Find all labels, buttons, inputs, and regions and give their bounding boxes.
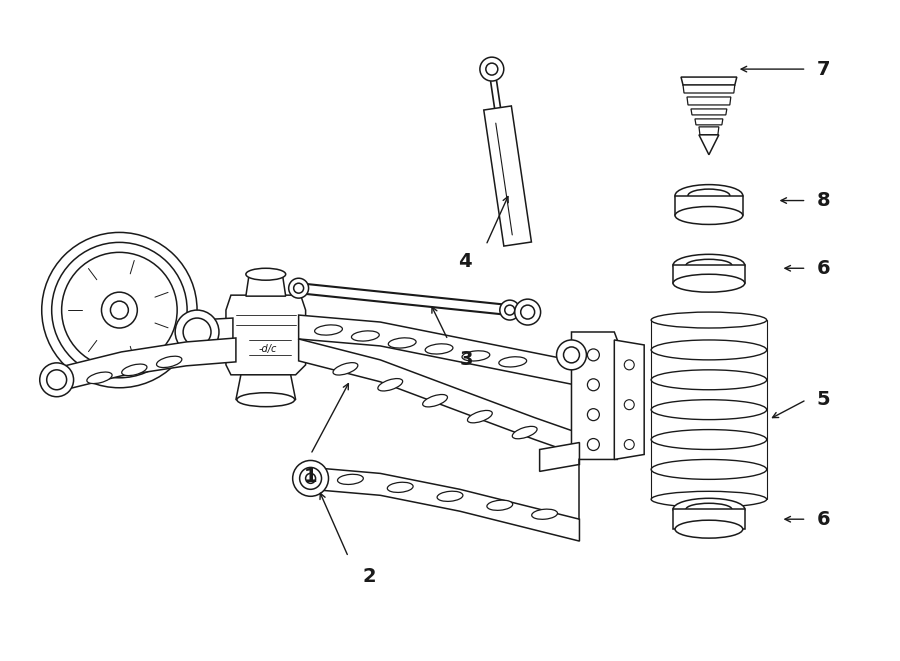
Circle shape [500,300,519,320]
Ellipse shape [157,356,182,368]
Ellipse shape [652,430,767,449]
Circle shape [588,379,599,391]
Ellipse shape [423,395,447,407]
Text: 2: 2 [363,567,376,586]
Ellipse shape [387,483,413,492]
Circle shape [588,438,599,451]
Polygon shape [197,318,233,344]
Ellipse shape [437,491,463,502]
Ellipse shape [237,393,294,407]
Circle shape [300,467,321,489]
Polygon shape [691,109,727,115]
Circle shape [40,363,74,397]
Ellipse shape [652,400,767,420]
Circle shape [563,347,580,363]
Circle shape [292,461,328,496]
Circle shape [51,243,187,378]
Polygon shape [540,442,580,471]
Ellipse shape [425,344,453,354]
Circle shape [289,278,309,298]
Polygon shape [572,332,617,459]
Polygon shape [687,97,731,105]
Ellipse shape [352,331,379,341]
Circle shape [41,233,197,388]
Polygon shape [615,340,644,459]
Circle shape [293,283,303,293]
Polygon shape [699,135,719,155]
Circle shape [102,292,138,328]
Ellipse shape [388,338,416,348]
Ellipse shape [652,491,767,507]
Ellipse shape [675,184,742,206]
Text: 5: 5 [816,390,830,409]
Text: 4: 4 [458,253,472,271]
Circle shape [176,310,219,354]
Ellipse shape [462,351,490,361]
Polygon shape [699,127,719,135]
Circle shape [625,440,634,449]
Ellipse shape [532,509,557,520]
Ellipse shape [673,274,745,292]
Circle shape [306,473,316,483]
Text: 6: 6 [816,510,830,529]
Polygon shape [246,276,285,296]
Ellipse shape [87,372,112,383]
Ellipse shape [675,206,742,225]
Ellipse shape [673,498,745,520]
Circle shape [515,299,541,325]
Polygon shape [57,338,236,392]
Circle shape [556,340,587,370]
Ellipse shape [673,254,745,276]
Polygon shape [673,265,745,283]
Ellipse shape [246,268,285,280]
Polygon shape [299,315,580,386]
Text: 7: 7 [816,59,830,79]
Polygon shape [695,119,723,125]
Ellipse shape [686,259,732,271]
Ellipse shape [315,325,342,335]
Ellipse shape [652,340,767,360]
Circle shape [625,400,634,410]
Ellipse shape [688,189,730,202]
Polygon shape [675,196,742,215]
Text: 6: 6 [816,258,830,278]
Polygon shape [226,295,306,375]
Ellipse shape [122,364,147,375]
Ellipse shape [487,500,513,510]
Ellipse shape [467,410,492,423]
Polygon shape [673,509,745,529]
Circle shape [588,349,599,361]
Circle shape [480,57,504,81]
Ellipse shape [378,379,402,391]
Circle shape [111,301,129,319]
Circle shape [521,305,535,319]
Ellipse shape [499,357,526,367]
Circle shape [183,318,211,346]
Ellipse shape [652,370,767,390]
Circle shape [47,370,67,390]
Ellipse shape [652,312,767,328]
Ellipse shape [512,426,537,439]
Circle shape [505,305,515,315]
Circle shape [625,360,634,370]
Polygon shape [681,77,737,85]
Circle shape [61,253,177,368]
Text: -d/c: -d/c [259,344,277,354]
Circle shape [486,63,498,75]
Polygon shape [310,467,580,541]
Ellipse shape [675,520,742,538]
Ellipse shape [686,503,732,515]
Text: 8: 8 [816,191,830,210]
Ellipse shape [333,363,358,375]
Polygon shape [236,375,296,400]
Polygon shape [683,85,734,93]
Text: 3: 3 [460,350,473,369]
Ellipse shape [652,459,767,479]
Circle shape [588,408,599,420]
Ellipse shape [338,475,364,485]
Text: 1: 1 [304,467,318,486]
Polygon shape [299,339,574,453]
Polygon shape [484,106,531,246]
